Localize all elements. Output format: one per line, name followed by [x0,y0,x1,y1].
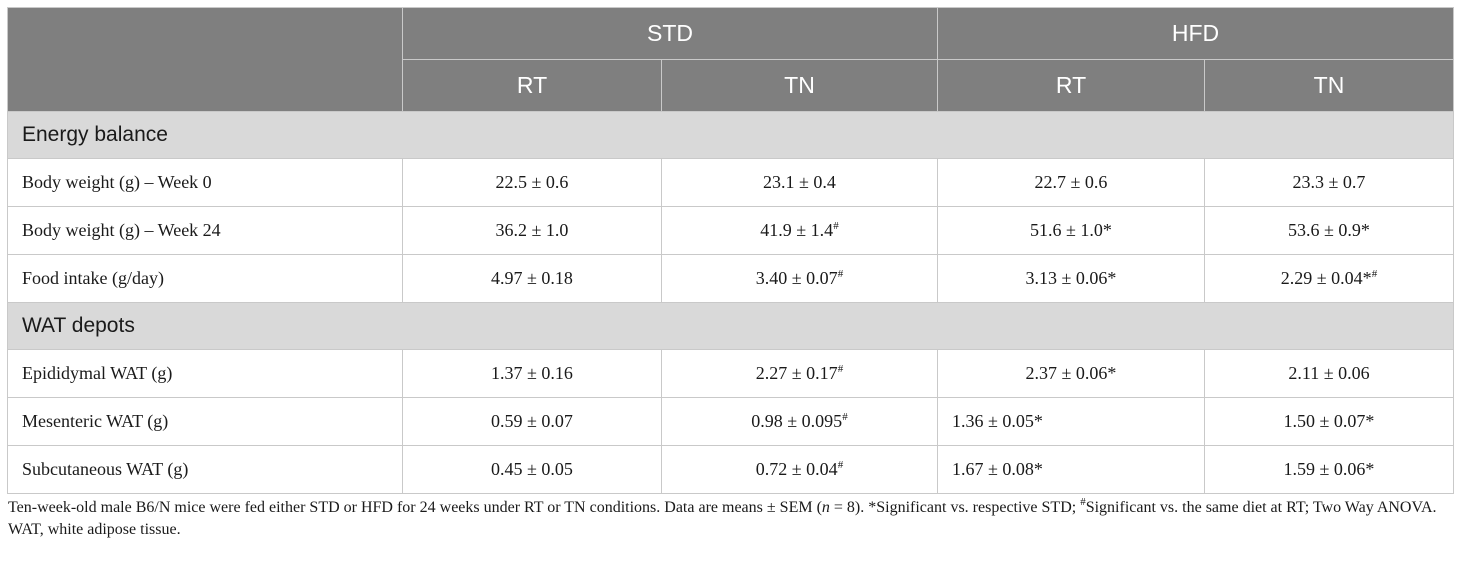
header-std-tn: TN [661,59,938,112]
cell-value: 2.29 ± 0.04*# [1204,254,1454,303]
cell-value: 0.72 ± 0.04# [661,445,938,494]
cell-value: 51.6 ± 1.0* [937,206,1205,255]
section-title: Energy balance [7,111,1454,159]
cell-value: 2.27 ± 0.17# [661,349,938,398]
header-row-conditions: RT TN RT TN [8,59,1454,112]
table-row: Mesenteric WAT (g) 0.59 ± 0.07 0.98 ± 0.… [7,397,1454,446]
cell-value: 2.37 ± 0.06* [937,349,1205,398]
header-corner-cell [7,7,403,112]
cell-value: 0.45 ± 0.05 [402,445,662,494]
cell-value: 2.11 ± 0.06 [1204,349,1454,398]
cell-value: 1.50 ± 0.07* [1204,397,1454,446]
cell-value: 36.2 ± 1.0 [402,206,662,255]
row-label: Food intake (g/day) [7,254,403,303]
section-row-wat-depots: WAT depots [7,302,1454,350]
header-row-groups: STD HFD [7,7,1454,112]
header-hfd-tn: TN [1204,59,1454,112]
section-row-energy-balance: Energy balance [7,111,1454,159]
table-row: Food intake (g/day) 4.97 ± 0.18 3.40 ± 0… [7,254,1454,303]
cell-value: 3.40 ± 0.07# [661,254,938,303]
cell-value: 0.59 ± 0.07 [402,397,662,446]
header-std-rt: RT [402,59,662,112]
section-title: WAT depots [7,302,1454,350]
row-label: Body weight (g) – Week 0 [7,158,403,207]
table-body: Energy balance Body weight (g) – Week 0 … [7,111,1454,494]
table-container: STD HFD RT TN RT TN Energy balance Body … [7,7,1454,541]
cell-value: 3.13 ± 0.06* [937,254,1205,303]
table-header: STD HFD RT TN RT TN [7,7,1454,112]
row-label: Subcutaneous WAT (g) [7,445,403,494]
cell-value: 41.9 ± 1.4# [661,206,938,255]
table-footnote: Ten-week-old male B6/N mice were fed eit… [8,496,1437,539]
table-row: Body weight (g) – Week 24 36.2 ± 1.0 41.… [7,206,1454,255]
cell-value: 0.98 ± 0.095# [661,397,938,446]
cell-value: 22.5 ± 0.6 [402,158,662,207]
cell-value: 4.97 ± 0.18 [402,254,662,303]
header-group-std: STD [402,7,938,60]
cell-value: 23.3 ± 0.7 [1204,158,1454,207]
cell-value: 1.59 ± 0.06* [1204,445,1454,494]
table-row: Subcutaneous WAT (g) 0.45 ± 0.05 0.72 ± … [7,445,1454,494]
data-table: STD HFD RT TN RT TN Energy balance Body … [7,7,1454,494]
row-label: Body weight (g) – Week 24 [7,206,403,255]
row-label: Epididymal WAT (g) [7,349,403,398]
table-row: Body weight (g) – Week 0 22.5 ± 0.6 23.1… [7,158,1454,207]
row-label: Mesenteric WAT (g) [7,397,403,446]
table-row: Epididymal WAT (g) 1.37 ± 0.16 2.27 ± 0.… [7,349,1454,398]
cell-value: 1.37 ± 0.16 [402,349,662,398]
cell-value: 23.1 ± 0.4 [661,158,938,207]
cell-value: 1.67 ± 0.08* [937,445,1205,494]
cell-value: 53.6 ± 0.9* [1204,206,1454,255]
header-group-hfd: HFD [937,7,1454,60]
cell-value: 1.36 ± 0.05* [937,397,1205,446]
header-hfd-rt: RT [937,59,1205,112]
cell-value: 22.7 ± 0.6 [937,158,1205,207]
